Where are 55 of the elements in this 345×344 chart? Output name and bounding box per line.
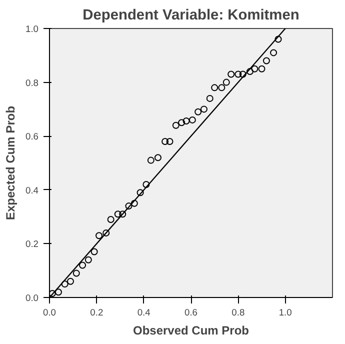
point [262,57,270,64]
point [107,216,114,223]
point [84,256,92,264]
x-tick-label: 0.0 [43,308,56,318]
point [130,200,138,207]
point [200,106,208,113]
x-tick-label: 0.4 [137,308,150,318]
point [119,210,126,218]
x-axis-title: Observed Cum Prob [132,324,250,338]
point [239,70,246,78]
y-tick-label: 1.0 [26,24,38,34]
point [162,138,169,145]
point [188,116,196,124]
x-tick-label: 0.2 [90,308,104,318]
point [228,70,235,78]
point [274,36,282,43]
y-axis-title: Expected Cum Prob [4,106,18,220]
point [50,290,56,297]
point [102,229,110,236]
x-tick-label: 1.0 [278,308,292,318]
point [72,270,80,277]
point [61,280,68,288]
y-tick-label: 0.4 [26,185,38,196]
point [154,154,162,162]
point [246,68,254,76]
x-tick-label: 0.6 [184,308,198,318]
y-tick-label: 0.6 [26,132,38,142]
point [125,202,132,210]
point [206,94,214,102]
point [258,65,266,72]
point [194,108,202,116]
point [96,232,103,240]
point [211,84,218,92]
point [54,288,62,296]
point [172,122,180,129]
point [136,189,144,196]
y-tick-label: 0.0 [26,293,38,303]
point [147,156,154,164]
chart-title: Dependent Variable: Komitmen [82,8,300,24]
point [178,119,186,126]
point [79,262,86,269]
y-tick-label: 0.8 [26,78,38,88]
point [222,78,230,86]
y-tick-label: 0.2 [26,239,38,250]
x-tick-label: 0.8 [232,308,245,318]
point [182,118,190,125]
point [114,210,122,218]
point [142,181,150,188]
point [234,70,242,78]
point [166,138,174,145]
point [251,65,258,72]
point [90,248,98,256]
point [270,49,278,56]
point [218,84,226,92]
point [66,278,74,285]
